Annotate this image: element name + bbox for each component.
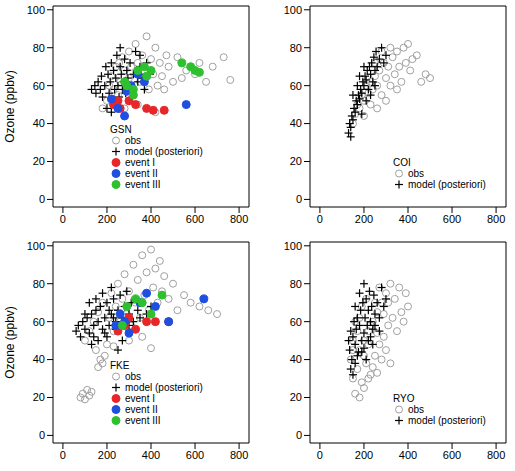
html-text:event III: event III xyxy=(125,415,161,426)
svg-text:60: 60 xyxy=(290,316,302,328)
html-text:model (posteriori): model (posteriori) xyxy=(408,415,486,426)
svg-text:0: 0 xyxy=(39,193,45,205)
svg-text:600: 600 xyxy=(443,449,461,461)
svg-text:Ozone (ppbv): Ozone (ppbv) xyxy=(8,70,17,143)
svg-text:0: 0 xyxy=(317,213,323,225)
svg-text:40: 40 xyxy=(33,353,45,365)
html-text:event I: event I xyxy=(125,157,155,168)
svg-text:60: 60 xyxy=(290,80,302,92)
html-text:event II: event II xyxy=(125,168,158,179)
html-text:obs: obs xyxy=(408,168,425,179)
svg-text:200: 200 xyxy=(98,449,116,461)
html-text:obs: obs xyxy=(408,404,425,415)
html-text:model (posteriori): model (posteriori) xyxy=(125,382,203,393)
svg-text:20: 20 xyxy=(33,391,45,403)
html-text:model (posteriori): model (posteriori) xyxy=(125,146,203,157)
svg-text:0: 0 xyxy=(317,449,323,461)
svg-text:Ozone (ppbv): Ozone (ppbv) xyxy=(8,306,17,379)
svg-text:40: 40 xyxy=(290,353,302,365)
svg-text:80: 80 xyxy=(290,42,302,54)
svg-text:800: 800 xyxy=(487,449,505,461)
svg-text:400: 400 xyxy=(142,449,160,461)
svg-text:100: 100 xyxy=(27,240,45,252)
svg-text:100: 100 xyxy=(284,4,302,16)
svg-text:60: 60 xyxy=(33,80,45,92)
svg-text:600: 600 xyxy=(443,213,461,225)
svg-text:200: 200 xyxy=(355,449,373,461)
html-text:GSN: GSN xyxy=(110,124,132,135)
svg-text:0: 0 xyxy=(39,429,45,441)
html-text:COI: COI xyxy=(393,157,411,168)
html-text:model (posteriori): model (posteriori) xyxy=(408,179,486,190)
html-text:obs: obs xyxy=(125,135,142,146)
svg-text:40: 40 xyxy=(33,117,45,129)
svg-text:80: 80 xyxy=(290,278,302,290)
svg-text:800: 800 xyxy=(230,213,248,225)
svg-text:100: 100 xyxy=(284,240,302,252)
html-text:event III: event III xyxy=(125,179,161,190)
svg-text:40: 40 xyxy=(290,117,302,129)
svg-text:80: 80 xyxy=(33,278,45,290)
svg-text:20: 20 xyxy=(33,155,45,167)
svg-text:400: 400 xyxy=(399,449,417,461)
svg-text:0: 0 xyxy=(60,449,66,461)
svg-text:0: 0 xyxy=(296,193,302,205)
svg-text:200: 200 xyxy=(98,213,116,225)
svg-text:800: 800 xyxy=(487,213,505,225)
html-text:event II: event II xyxy=(125,404,158,415)
svg-text:400: 400 xyxy=(399,213,417,225)
svg-text:60: 60 xyxy=(33,316,45,328)
html-text:RYO: RYO xyxy=(393,393,415,404)
svg-text:200: 200 xyxy=(355,213,373,225)
html-text:FKE: FKE xyxy=(110,360,130,371)
html-text:obs: obs xyxy=(125,371,142,382)
svg-text:0: 0 xyxy=(60,213,66,225)
svg-text:80: 80 xyxy=(33,42,45,54)
svg-text:600: 600 xyxy=(186,213,204,225)
svg-text:20: 20 xyxy=(290,155,302,167)
svg-text:600: 600 xyxy=(186,449,204,461)
svg-text:400: 400 xyxy=(142,213,160,225)
svg-text:100: 100 xyxy=(27,4,45,16)
svg-text:20: 20 xyxy=(290,391,302,403)
html-text:event I: event I xyxy=(125,393,155,404)
svg-text:800: 800 xyxy=(230,449,248,461)
svg-text:0: 0 xyxy=(296,429,302,441)
